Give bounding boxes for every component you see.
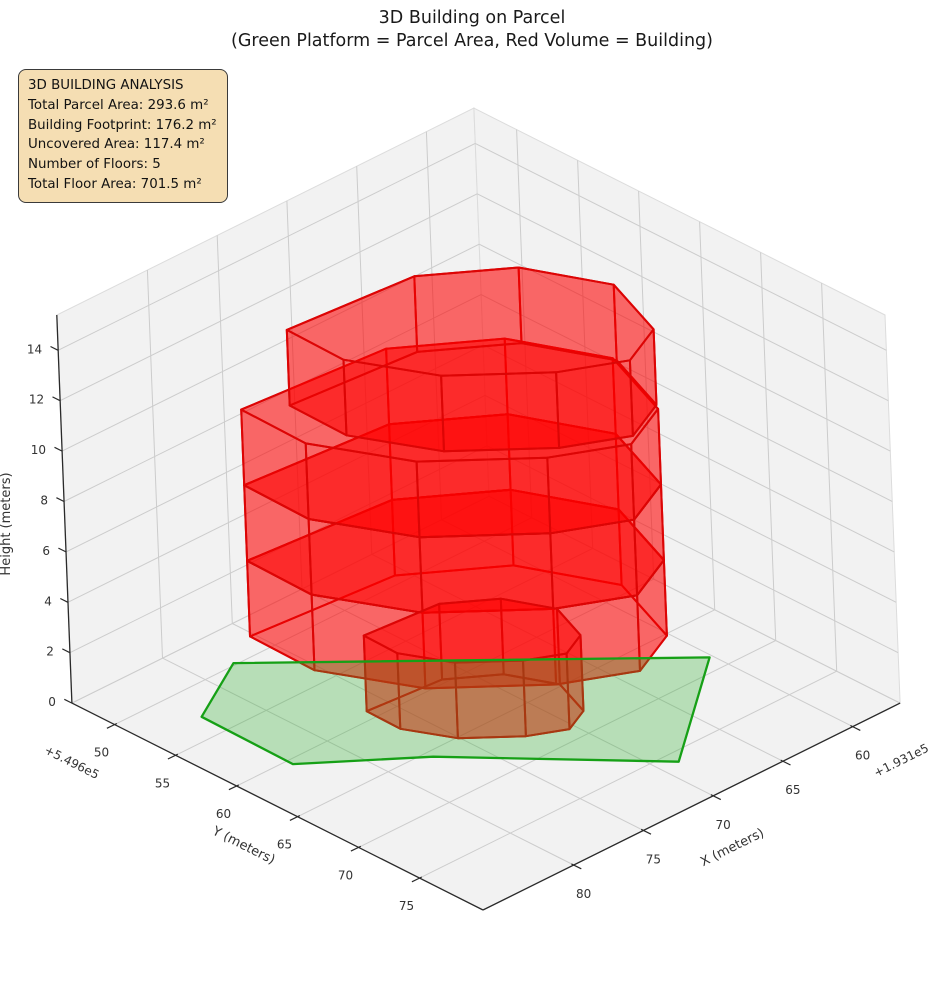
grid-line [146,269,163,659]
grid-line [699,221,716,610]
info-box-line-1: Total Parcel Area: 293.6 m² [28,97,209,113]
tick-mark [850,724,861,731]
grid-line [638,190,655,580]
tick-mark [54,446,63,452]
grid-line [425,131,442,520]
building-face [440,371,561,453]
grid-line [65,344,484,553]
tick-mark [411,876,423,883]
z-tick-label: 6 [42,544,50,558]
tick-mark [50,345,59,351]
grid-line [484,394,897,603]
parcel-platform [200,656,711,766]
z-tick-label: 4 [44,594,52,608]
chart-title-line2: (Green Platform = Parcel Area, Red Volum… [231,30,713,51]
tick-mark [640,828,652,835]
building-face [285,266,655,377]
axis-spine [482,702,901,911]
y-tick-label: 50 [94,746,109,760]
building-face [555,359,634,449]
grid-line [486,445,899,654]
z-tick-label: 10 [31,443,46,457]
chart-title-line1: 3D Building on Parcel [378,8,566,28]
grid-line [419,670,837,879]
tick-mark [58,547,67,553]
tick-mark [710,794,722,801]
grid-line [476,193,889,402]
grid-line [516,129,533,518]
grid-line [480,294,893,502]
tick-mark [228,784,240,791]
grid-line [474,142,887,351]
tick-mark [52,396,61,402]
building-face [549,518,639,610]
grid-line [162,657,574,866]
tick-mark [106,722,118,729]
z-tick-label: 2 [46,645,54,659]
y-tick-label: 60 [216,807,231,821]
tick-mark [62,648,71,654]
building-face [546,443,636,535]
grid-line [482,344,895,553]
grid-line [236,578,654,787]
grid-line [175,547,593,756]
axis-spine [71,702,484,911]
grid-line [286,200,303,589]
grid-line [760,252,777,641]
tick-mark [350,845,362,852]
x-tick-label: 65 [785,783,800,797]
chart-title: 3D Building on Parcel (Green Platform = … [0,7,944,53]
y-tick-label: 65 [277,838,292,852]
grid-line [441,519,853,728]
grid-line [371,553,784,762]
grid-line [216,235,233,624]
tick-mark [64,698,73,704]
x-tick-label: 70 [716,818,731,832]
building-floor-3 [243,413,665,614]
z-tick-label: 0 [48,695,56,709]
info-box-line-2: Building Footprint: 176.2 m² [28,117,217,133]
grid-line [821,283,838,672]
grid-line [63,294,482,502]
grid-line [67,394,486,603]
tick-mark [60,597,69,603]
grid-line [488,495,901,704]
grid-line [297,609,715,818]
grid-line [59,193,478,402]
x-tick-label: 60 [855,749,870,763]
building-floor-5 [285,266,658,453]
tick-mark [289,815,301,821]
tick-mark [780,759,791,766]
info-box-line-5: Total Floor Area: 701.5 m² [28,177,202,193]
building-volume [240,266,668,740]
grid-line [358,640,776,848]
y-tick-label: 75 [399,899,414,913]
grid-line [232,623,644,831]
tick-mark [56,497,65,503]
grid-line [114,517,532,726]
z-axis-label: Height (meters) [0,472,14,575]
info-box-line-0: 3D BUILDING ANALYSIS [28,78,184,93]
x-tick-label: 75 [646,852,661,866]
z-tick-label: 8 [40,493,48,507]
grid-line [57,142,476,351]
y-tick-label: 70 [338,868,353,882]
info-box-line-3: Uncovered Area: 117.4 m² [28,137,205,153]
info-box-line-4: Number of Floors: 5 [28,157,161,173]
tick-mark [167,753,179,760]
tick-mark [571,863,582,870]
analysis-info-box: 3D BUILDING ANALYSIS Total Parcel Area: 2… [18,69,228,203]
y-tick-label: 55 [155,776,170,790]
z-tick-label: 12 [29,393,44,407]
grid-line [478,243,891,452]
grid-line [356,166,373,555]
x-tick-label: 80 [576,887,591,901]
building-face [415,456,552,539]
z-tick-label: 14 [27,342,42,356]
axis-spine [56,314,73,704]
building-face [362,597,582,664]
